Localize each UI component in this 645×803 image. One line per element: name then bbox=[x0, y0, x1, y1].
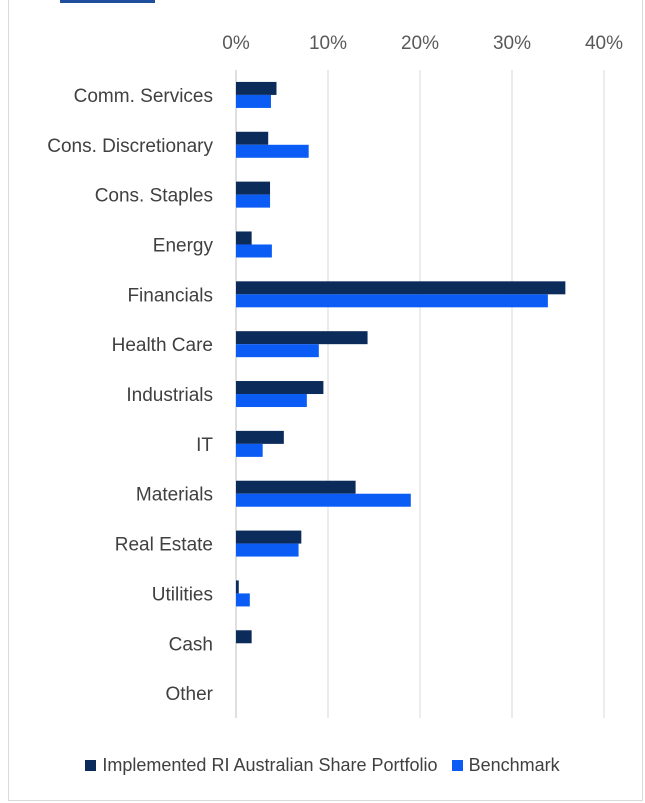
category-label: Cons. Staples bbox=[95, 186, 213, 207]
x-tick-label: 20% bbox=[401, 33, 439, 54]
bar-benchmark bbox=[236, 244, 272, 258]
bar-portfolio bbox=[236, 131, 269, 145]
legend-label-benchmark: Benchmark bbox=[468, 755, 560, 775]
bar-portfolio bbox=[236, 630, 252, 644]
bar-portfolio bbox=[236, 331, 368, 345]
bar-portfolio bbox=[236, 281, 566, 295]
x-axis-ticks: 0% 10% 20% 30% 40% bbox=[222, 33, 623, 54]
legend-swatch-portfolio bbox=[85, 760, 97, 771]
x-tick-label: 40% bbox=[585, 33, 623, 54]
category-label: Real Estate bbox=[115, 535, 213, 556]
category-label: Materials bbox=[136, 485, 213, 506]
bar-benchmark bbox=[236, 144, 309, 158]
category-label: Other bbox=[165, 684, 213, 705]
category-label: Cons. Discretionary bbox=[47, 136, 213, 157]
chart-frame bbox=[8, 0, 643, 801]
category-label: Cash bbox=[169, 634, 213, 655]
bar-portfolio bbox=[236, 580, 239, 594]
category-label: Comm. Services bbox=[74, 86, 213, 107]
title-strip bbox=[60, 0, 155, 3]
legend-swatch-benchmark bbox=[451, 760, 463, 771]
bar-portfolio bbox=[236, 231, 252, 245]
bar-portfolio bbox=[236, 480, 356, 494]
bars bbox=[236, 81, 566, 644]
bar-benchmark bbox=[236, 493, 411, 507]
bar-portfolio bbox=[236, 381, 324, 395]
legend-item-benchmark: Benchmark bbox=[451, 755, 560, 776]
bar-benchmark bbox=[236, 543, 299, 557]
category-label: Utilities bbox=[152, 584, 213, 605]
bar-portfolio bbox=[236, 181, 271, 195]
category-label: Health Care bbox=[112, 335, 213, 356]
bar-benchmark bbox=[236, 94, 271, 108]
category-label: IT bbox=[196, 435, 213, 456]
x-tick-label: 0% bbox=[222, 33, 250, 54]
bar-benchmark bbox=[236, 194, 271, 208]
category-label: Financials bbox=[127, 285, 213, 306]
bar-benchmark bbox=[236, 344, 319, 358]
bar-benchmark bbox=[236, 443, 263, 457]
bar-chart: 0% 10% 20% 30% 40% Comm. Services Cons. Discr… bbox=[47, 33, 623, 719]
category-label: Industrials bbox=[126, 385, 213, 406]
category-label: Energy bbox=[153, 235, 214, 256]
legend: Implemented RI Australian Share Portfoli… bbox=[0, 755, 645, 776]
bar-benchmark bbox=[236, 394, 307, 408]
bar-benchmark bbox=[236, 294, 548, 308]
category-labels: Comm. Services Cons. Discretionary Cons. S… bbox=[47, 86, 213, 705]
legend-label-portfolio: Implemented RI Australian Share Portfoli… bbox=[102, 755, 438, 775]
x-tick-label: 30% bbox=[493, 33, 531, 54]
bar-portfolio bbox=[236, 430, 284, 444]
bar-portfolio bbox=[236, 81, 277, 95]
legend-item-portfolio: Implemented RI Australian Share Portfoli… bbox=[85, 755, 438, 776]
bar-benchmark bbox=[236, 593, 250, 607]
gridlines bbox=[235, 70, 605, 719]
x-tick-label: 10% bbox=[309, 33, 347, 54]
bar-portfolio bbox=[236, 530, 302, 544]
